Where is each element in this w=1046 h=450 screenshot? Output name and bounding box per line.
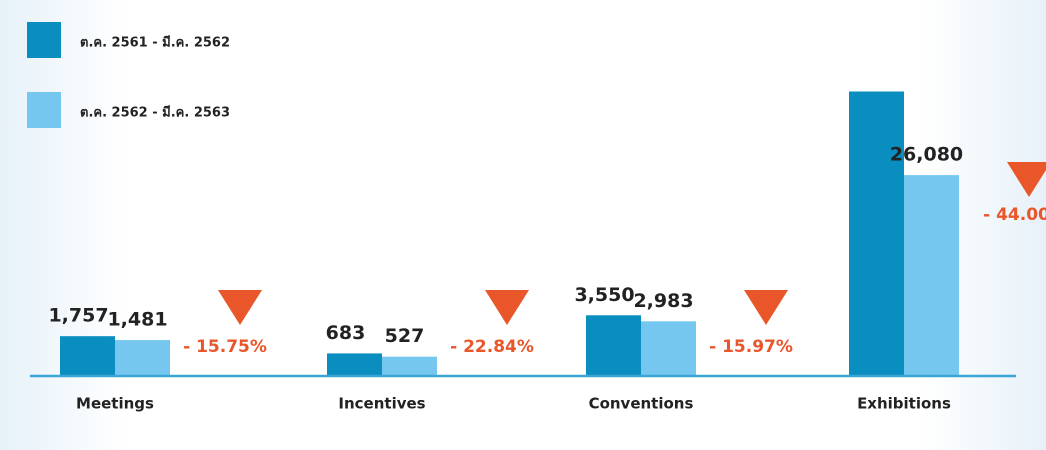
value-label: 683 (326, 322, 366, 344)
change-marker (218, 290, 262, 325)
change-marker (485, 290, 529, 325)
bar (115, 340, 170, 376)
change-label: - 15.75% (183, 337, 267, 357)
legend-label: ต.ค. 2561 - มี.ค. 2562 (80, 35, 230, 51)
value-label: 3,550 (574, 284, 634, 306)
bar (60, 336, 115, 376)
category-label: Exhibitions (857, 395, 951, 413)
bar (327, 353, 382, 376)
change-label: - 15.97% (709, 337, 793, 357)
legend-label: ต.ค. 2562 - มี.ค. 2563 (80, 105, 230, 121)
category-label: Meetings (76, 395, 154, 413)
category-label: Conventions (589, 395, 694, 413)
bar (641, 321, 696, 376)
value-label: 2,983 (633, 290, 693, 312)
bar (849, 91, 904, 376)
category-label: Incentives (338, 395, 425, 413)
value-label: 1,757 (48, 305, 108, 327)
bar (382, 356, 437, 376)
change-label: - 22.84% (450, 337, 534, 357)
value-label: 26,080 (890, 144, 963, 166)
change-marker (1007, 162, 1046, 197)
change-marker (744, 290, 788, 325)
legend-swatch (27, 92, 61, 128)
change-label: - 44.00% (983, 205, 1046, 225)
bar (586, 315, 641, 376)
value-label: 1,481 (107, 309, 167, 331)
value-label: 527 (385, 325, 425, 347)
bar (904, 175, 959, 376)
legend-swatch (27, 22, 61, 58)
